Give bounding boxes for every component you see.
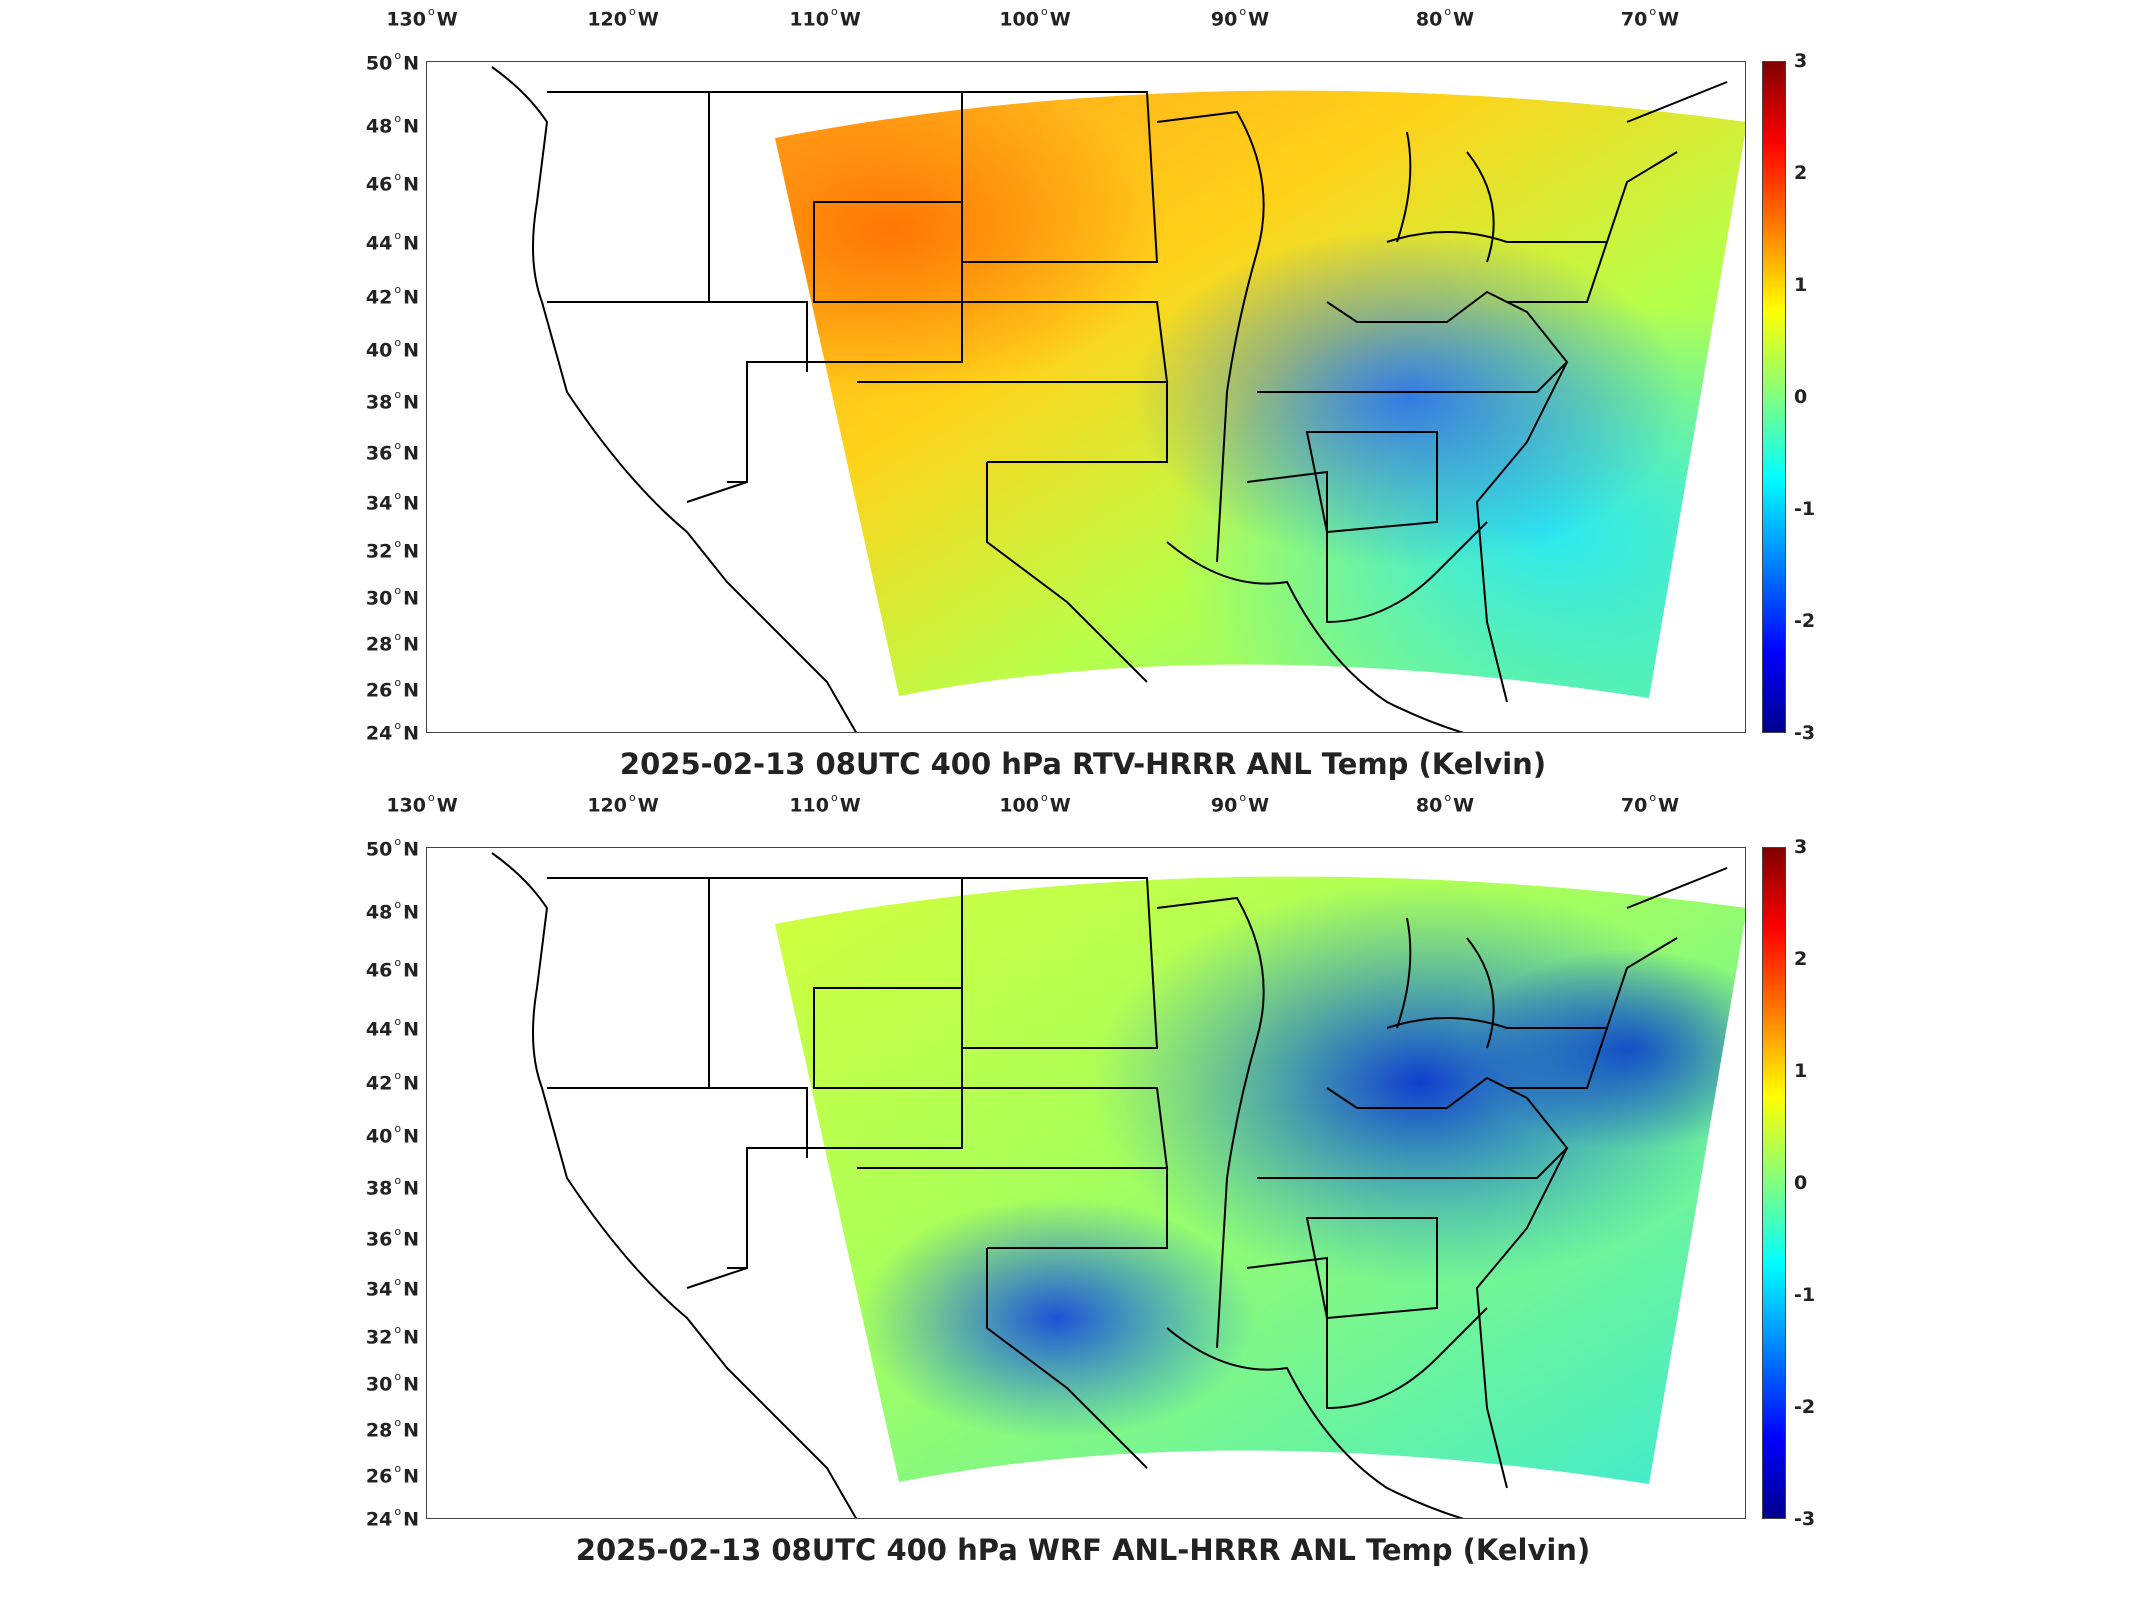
lon-tick: 120 o W	[587, 5, 659, 31]
lat-tick: 50 o N	[365, 835, 419, 861]
lat-tick: 36 o N	[365, 1225, 419, 1251]
colorbar	[1762, 61, 1786, 733]
lon-tick: 110 o W	[789, 791, 861, 817]
state-boundaries	[491, 852, 1728, 1518]
colorbar-tick: -3	[1794, 1508, 1816, 1530]
lat-tick: 24 o N	[365, 1505, 419, 1531]
colorbar	[1762, 847, 1786, 1519]
colorbar-tick: 2	[1794, 162, 1808, 184]
lon-tick: 90 o W	[1210, 5, 1270, 31]
lat-tick: 40 o N	[365, 1122, 419, 1148]
difference-field-map	[491, 852, 1745, 1518]
colorbar-tick: 1	[1794, 1060, 1808, 1082]
lat-tick: 42 o N	[365, 283, 419, 309]
difference-field-map	[491, 66, 1745, 732]
lat-tick: 30 o N	[365, 1370, 419, 1396]
lon-tick: 80 o W	[1415, 791, 1475, 817]
lat-tick: 28 o N	[365, 630, 419, 656]
lat-tick: 24 o N	[365, 719, 419, 745]
state-boundaries	[491, 66, 1728, 732]
lon-tick: 120 o W	[587, 791, 659, 817]
lat-tick: 48 o N	[365, 898, 419, 924]
lon-tick: 130 o W	[386, 5, 458, 31]
colorbar-tick: -2	[1794, 610, 1816, 632]
lat-tick: 50 o N	[365, 49, 419, 75]
map-title: 2025-02-13 08UTC 400 hPa WRF ANL-HRRR AN…	[575, 1533, 1591, 1567]
lon-tick: 100 o W	[999, 5, 1071, 31]
colorbar-tick: -1	[1794, 1284, 1816, 1306]
lat-tick: 46 o N	[365, 170, 419, 196]
colorbar-tick: 2	[1794, 948, 1808, 970]
map-title: 2025-02-13 08UTC 400 hPa RTV-HRRR ANL Te…	[619, 747, 1547, 781]
lat-tick: 46 o N	[365, 956, 419, 982]
colorbar-tick: -2	[1794, 1396, 1816, 1418]
lat-tick: 34 o N	[365, 1275, 419, 1301]
colorbar-tick: 3	[1794, 836, 1808, 858]
lat-tick: 38 o N	[365, 388, 419, 414]
map-plot-area	[426, 847, 1746, 1519]
lat-tick: 44 o N	[365, 229, 419, 255]
colorbar-tick: 0	[1794, 1172, 1808, 1194]
lon-tick: 100 o W	[999, 791, 1071, 817]
lon-tick: 110 o W	[789, 5, 861, 31]
lat-tick: 40 o N	[365, 336, 419, 362]
lon-tick: 70 o W	[1620, 5, 1680, 31]
lon-tick: 70 o W	[1620, 791, 1680, 817]
shaded-domain	[775, 90, 1745, 699]
lat-tick: 38 o N	[365, 1174, 419, 1200]
lon-tick: 80 o W	[1415, 5, 1475, 31]
lat-tick: 36 o N	[365, 439, 419, 465]
lat-tick: 30 o N	[365, 584, 419, 610]
lon-tick: 130 o W	[386, 791, 458, 817]
lat-tick: 32 o N	[365, 537, 419, 563]
colorbar-tick: -1	[1794, 498, 1816, 520]
lat-tick: 32 o N	[365, 1323, 419, 1349]
lat-tick: 34 o N	[365, 489, 419, 515]
lat-tick: 26 o N	[365, 676, 419, 702]
lon-tick: 90 o W	[1210, 791, 1270, 817]
colorbar-tick: 1	[1794, 274, 1808, 296]
lat-tick: 26 o N	[365, 1462, 419, 1488]
lat-tick: 48 o N	[365, 112, 419, 138]
colorbar-tick: 0	[1794, 386, 1808, 408]
lat-tick: 28 o N	[365, 1416, 419, 1442]
colorbar-tick: -3	[1794, 722, 1816, 744]
lat-tick: 42 o N	[365, 1069, 419, 1095]
shaded-domain	[775, 876, 1745, 1485]
lat-tick: 44 o N	[365, 1015, 419, 1041]
map-plot-area	[426, 61, 1746, 733]
colorbar-tick: 3	[1794, 50, 1808, 72]
